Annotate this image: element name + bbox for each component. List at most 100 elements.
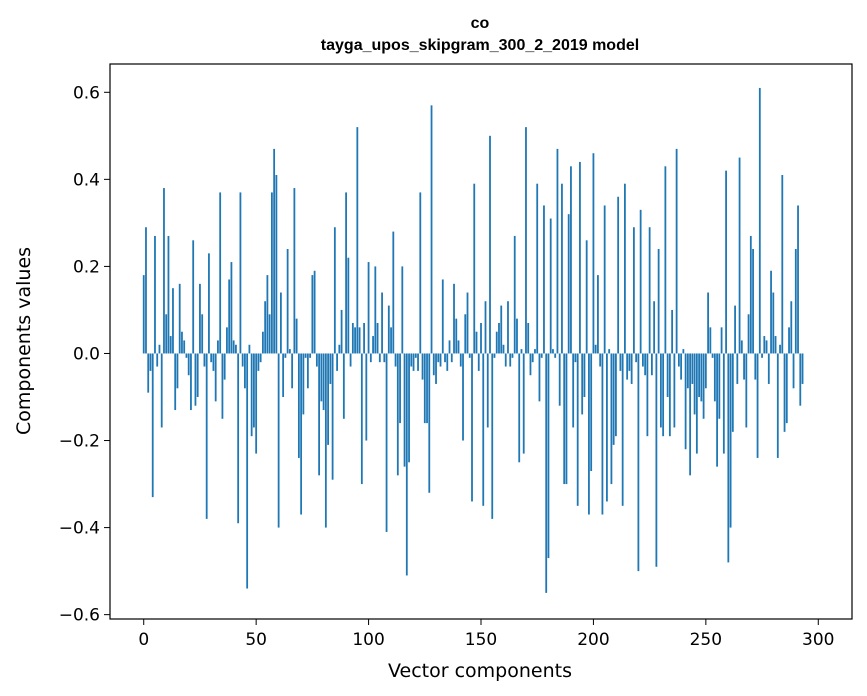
- bar-26: [201, 314, 204, 354]
- bar-287: [788, 327, 790, 354]
- x-tick-label-250: 250: [690, 630, 722, 650]
- bar-92: [349, 353, 352, 367]
- bar-247: [698, 353, 701, 397]
- bar-9: [163, 188, 165, 354]
- bar-19: [185, 353, 188, 358]
- bar-211: [617, 196, 620, 354]
- bar-235: [671, 309, 674, 354]
- bar-267: [743, 353, 745, 380]
- bar-132: [439, 353, 442, 367]
- bar-148: [475, 331, 478, 354]
- bar-244: [691, 353, 694, 384]
- x-tick-label-0: 0: [138, 630, 149, 650]
- bar-10: [165, 314, 168, 354]
- bar-129: [432, 353, 435, 376]
- bar-291: [797, 205, 799, 354]
- bar-162: [507, 301, 509, 354]
- bar-18: [183, 340, 186, 354]
- bar-200: [592, 153, 595, 354]
- bar-96: [358, 327, 361, 354]
- bar-127: [428, 353, 431, 493]
- bar-112: [394, 353, 397, 367]
- bar-195: [581, 353, 584, 415]
- bar-261: [729, 353, 732, 528]
- bar-95: [356, 127, 359, 354]
- x-tick-label-300: 300: [802, 630, 834, 650]
- bar-147: [473, 183, 476, 354]
- bar-234: [668, 353, 671, 437]
- bar-264: [736, 353, 739, 384]
- bar-20: [187, 353, 190, 376]
- bar-240: [682, 349, 685, 354]
- bar-245: [693, 353, 696, 415]
- bar-27: [203, 353, 206, 367]
- bar-238: [677, 353, 680, 367]
- bar-142: [462, 353, 464, 441]
- bar-290: [794, 249, 797, 354]
- bar-155: [491, 353, 494, 519]
- bar-165: [513, 235, 516, 354]
- chart-title: co tayga_upos_skipgram_300_2_2019 model: [321, 15, 639, 54]
- bar-122: [417, 353, 419, 371]
- bar-104: [376, 323, 379, 354]
- bar-159: [500, 305, 503, 354]
- bar-268: [745, 353, 748, 428]
- x-tick-label-150: 150: [465, 630, 497, 650]
- bar-260: [727, 353, 730, 563]
- bar-114: [399, 353, 401, 424]
- bar-180: [547, 353, 550, 559]
- bar-259: [725, 170, 727, 354]
- bar-227: [653, 301, 656, 354]
- bar-255: [716, 353, 718, 467]
- chart-title-line-2: tayga_upos_skipgram_300_2_2019 model: [321, 37, 639, 54]
- bar-29: [208, 253, 210, 354]
- bar-270: [749, 235, 752, 354]
- y-axis-label: Components values: [13, 247, 35, 435]
- bar-134: [444, 353, 446, 363]
- bar-249: [702, 353, 705, 419]
- bar-256: [718, 353, 721, 419]
- bar-135: [446, 353, 449, 371]
- bar-250: [704, 353, 707, 389]
- bar-179: [545, 353, 548, 593]
- y-tick-label-5: 0.4: [73, 170, 100, 190]
- bar-156: [493, 353, 496, 358]
- bar-2: [147, 353, 150, 393]
- bar-151: [482, 353, 485, 506]
- bar-206: [606, 353, 608, 502]
- bar-69: [297, 353, 300, 458]
- bar-152: [484, 301, 487, 354]
- bar-65: [288, 349, 291, 354]
- bar-208: [610, 353, 613, 485]
- bar-157: [495, 331, 498, 354]
- bar-31: [212, 353, 215, 371]
- bar-198: [588, 353, 590, 515]
- bar-40: [232, 340, 235, 354]
- bar-186: [561, 183, 563, 354]
- bar-143: [464, 314, 467, 354]
- bar-160: [502, 344, 505, 354]
- bar-233: [666, 353, 669, 397]
- bar-184: [556, 148, 559, 354]
- bar-22: [192, 240, 195, 354]
- bar-202: [597, 275, 599, 354]
- bar-173: [531, 353, 534, 363]
- bar-102: [372, 336, 374, 354]
- bar-251: [707, 292, 709, 354]
- bar-277: [765, 340, 768, 354]
- bar-239: [680, 353, 683, 380]
- bar-271: [752, 249, 754, 354]
- bar-263: [734, 305, 736, 354]
- bar-222: [641, 353, 644, 367]
- bar-86: [336, 353, 338, 371]
- bar-214: [624, 183, 626, 354]
- bar-201: [594, 344, 597, 354]
- bar-210: [615, 353, 617, 437]
- bar-21: [190, 353, 192, 411]
- bar-52: [259, 353, 262, 363]
- bar-33: [217, 340, 219, 354]
- bar-236: [673, 353, 676, 428]
- bar-17: [181, 331, 183, 354]
- chart-title-line-1: co: [471, 15, 490, 32]
- bar-82: [327, 353, 330, 445]
